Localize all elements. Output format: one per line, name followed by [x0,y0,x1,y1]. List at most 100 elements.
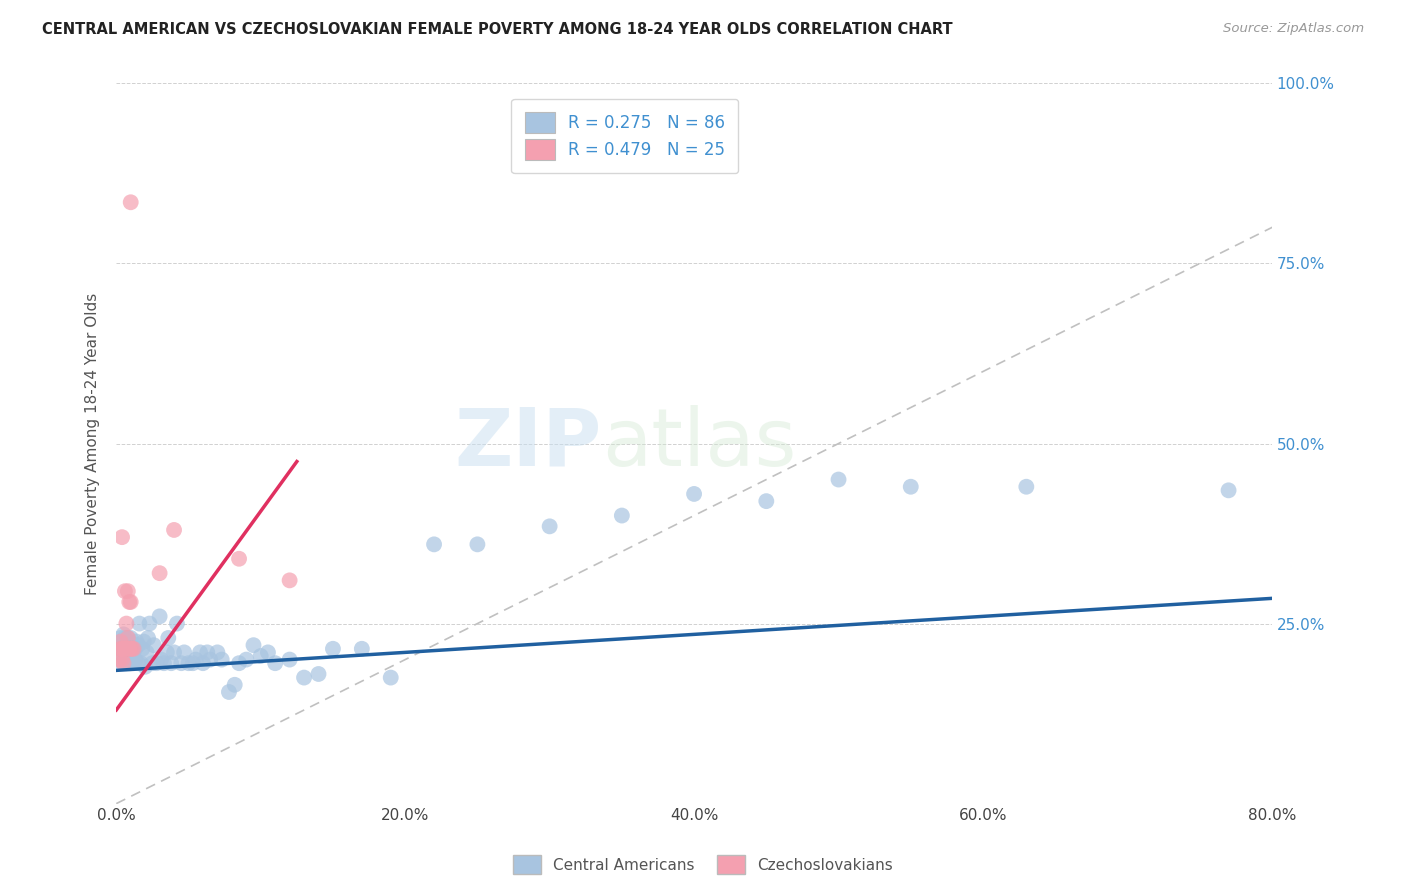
Point [278,652,301,666]
Point [114,652,136,666]
Point [156,645,179,659]
Point [177,656,200,670]
Point [122,641,145,656]
Point [184,652,207,666]
Point [127,656,149,670]
Point [110,638,132,652]
Point [112,627,135,641]
Point [188,645,211,659]
Point [122,641,145,656]
Point [1015,480,1038,494]
Point [292,671,315,685]
Point [683,487,706,501]
Point [120,595,142,609]
Point [112,656,135,670]
Point [117,631,139,645]
Point [207,645,229,659]
Point [257,645,280,659]
Point [114,641,136,656]
Point [118,641,141,656]
Point [149,609,172,624]
Point [191,656,214,670]
Point [1218,483,1240,498]
Point [108,652,131,666]
Point [170,656,193,670]
Point [423,537,446,551]
Point [114,638,136,652]
Text: CENTRAL AMERICAN VS CZECHOSLOVAKIAN FEMALE POVERTY AMONG 18-24 YEAR OLDS CORRELA: CENTRAL AMERICAN VS CZECHOSLOVAKIAN FEMA… [42,22,953,37]
Point [224,678,246,692]
Point [163,523,186,537]
Point [827,473,849,487]
Point [350,641,373,656]
Point [110,641,132,656]
Point [120,195,142,210]
Point [124,652,146,666]
Point [160,656,183,670]
Point [538,519,561,533]
Point [118,634,141,648]
Point [122,656,145,670]
Point [112,648,135,663]
Legend: R = 0.275   N = 86, R = 0.479   N = 25: R = 0.275 N = 86, R = 0.479 N = 25 [512,99,738,173]
Text: Source: ZipAtlas.com: Source: ZipAtlas.com [1223,22,1364,36]
Point [249,648,271,663]
Point [121,641,143,656]
Point [157,631,180,645]
Point [114,631,136,645]
Point [125,634,148,648]
Point [242,638,264,652]
Point [121,638,143,652]
Text: ZIP: ZIP [454,405,602,483]
Point [134,660,156,674]
Point [117,641,139,656]
Point [610,508,633,523]
Text: atlas: atlas [602,405,796,483]
Y-axis label: Female Poverty Among 18-24 Year Olds: Female Poverty Among 18-24 Year Olds [86,293,100,595]
Point [111,634,134,648]
Point [135,645,157,659]
Point [755,494,778,508]
Point [131,641,153,656]
Point [166,616,188,631]
Point [118,595,141,609]
Point [138,616,160,631]
Point [120,631,142,645]
Point [117,652,139,666]
Point [127,638,149,652]
Point [228,656,250,670]
Point [136,631,159,645]
Point [118,656,141,670]
Point [322,641,344,656]
Point [235,652,257,666]
Point [117,584,139,599]
Point [112,641,135,656]
Point [195,645,218,659]
Point [128,616,150,631]
Point [114,584,136,599]
Point [278,574,301,588]
Point [115,641,138,656]
Point [228,551,250,566]
Point [111,652,134,666]
Point [112,641,135,656]
Point [211,652,233,666]
Point [108,641,131,656]
Point [111,641,134,656]
Point [153,656,176,670]
Point [115,656,138,670]
Point [132,634,155,648]
Point [181,656,204,670]
Point [141,656,163,670]
Point [117,631,139,645]
Point [110,634,132,648]
Point [121,652,143,666]
Point [150,652,173,666]
Point [218,685,240,699]
Point [115,616,138,631]
Point [129,656,152,670]
Point [380,671,402,685]
Point [198,652,221,666]
Point [308,667,330,681]
Point [115,634,138,648]
